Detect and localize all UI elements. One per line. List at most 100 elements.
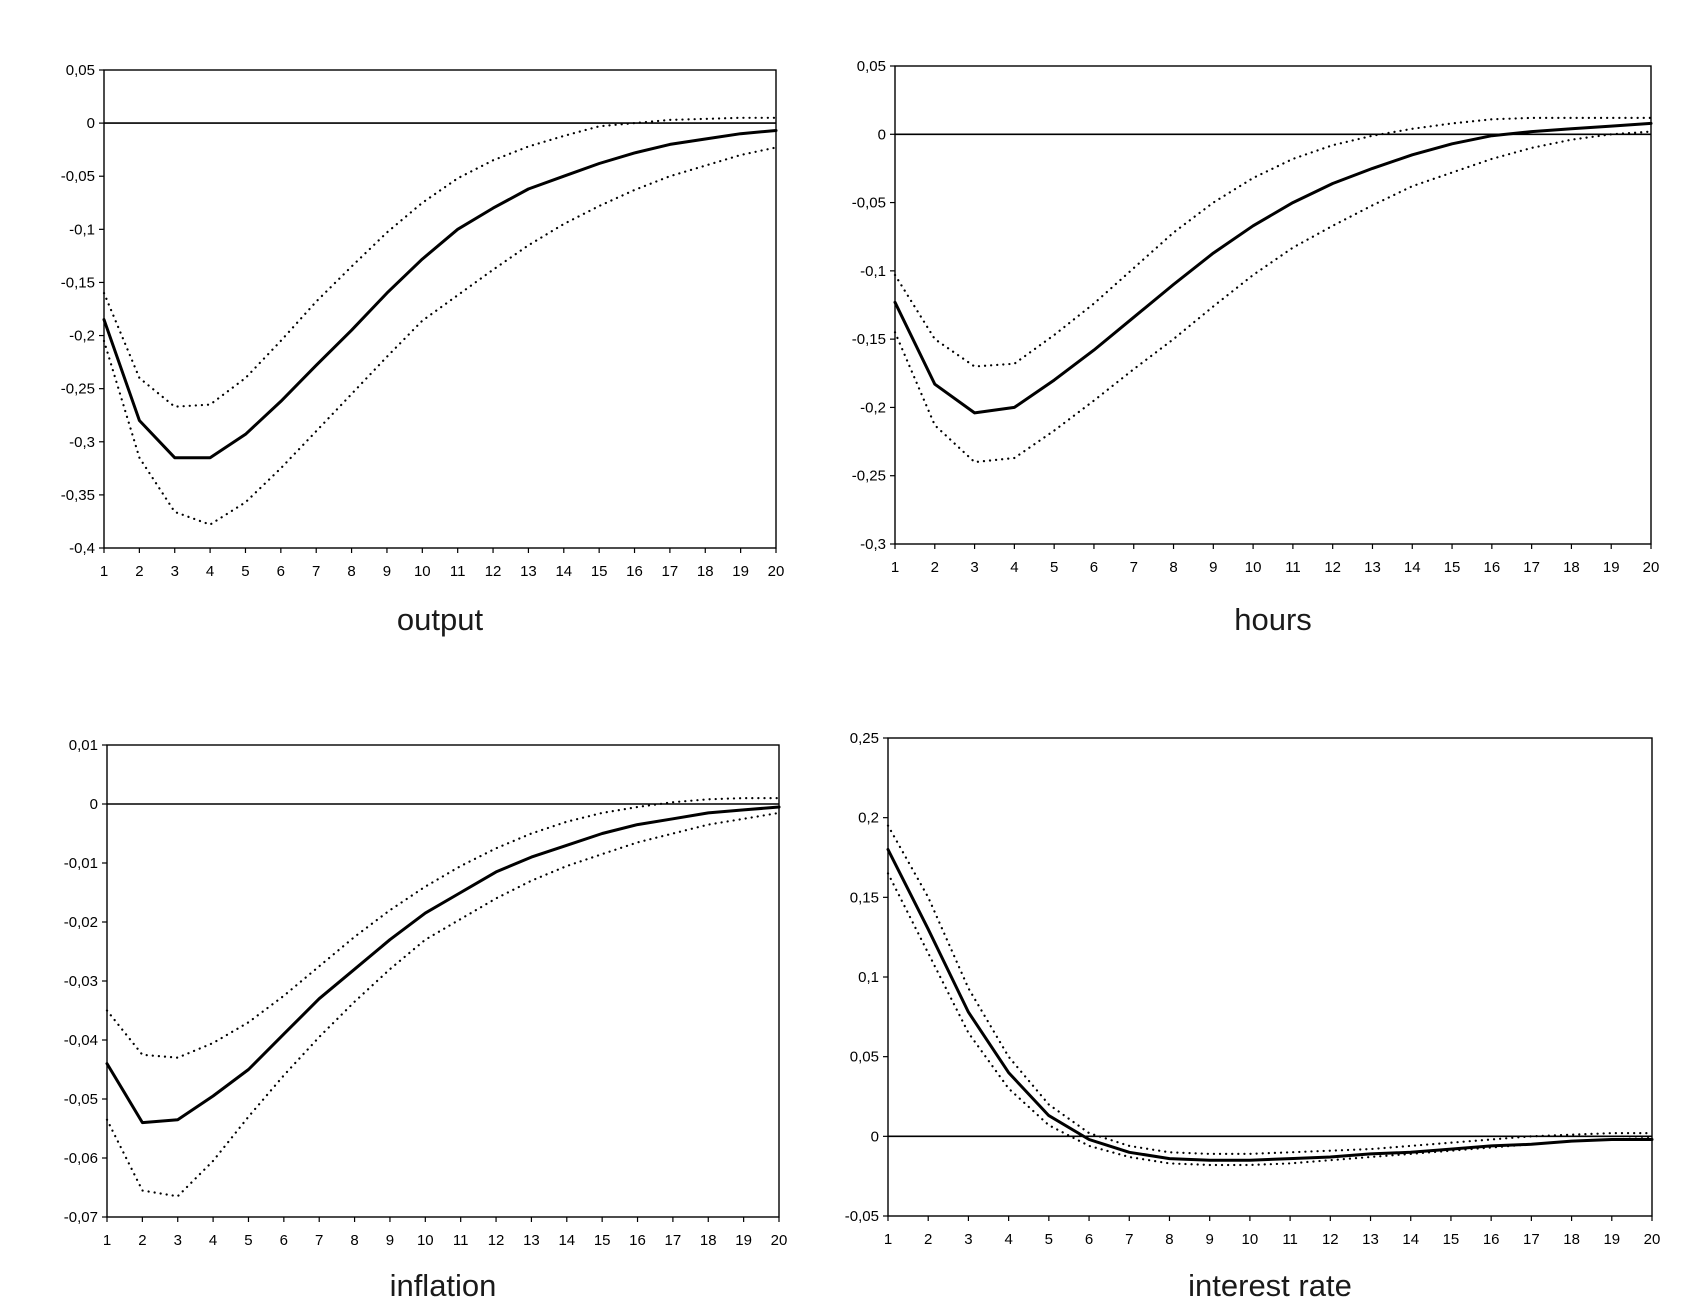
hours-x-tick-label: 3 — [970, 559, 978, 576]
interest-rate-y-tick-label: 0,15 — [850, 889, 879, 906]
output-y-tick-label: -0,25 — [61, 381, 95, 398]
inflation-x-tick-label: 1 — [103, 1232, 111, 1249]
output-x-tick-label: 12 — [485, 563, 502, 580]
output-x-tick-label: 10 — [414, 563, 431, 580]
hours-x-tick-label: 4 — [1010, 559, 1018, 576]
hours-x-tick-label: 8 — [1169, 559, 1177, 576]
output-x-tick-label: 2 — [135, 563, 143, 580]
interest-rate-y-tick-label: 0,25 — [850, 730, 879, 747]
output-y-tick-label: 0 — [87, 115, 95, 132]
output-y-tick-label: 0,05 — [66, 62, 95, 79]
output-x-tick-label: 6 — [277, 563, 285, 580]
output-x-tick-label: 7 — [312, 563, 320, 580]
inflation-y-tick-label: -0,04 — [64, 1032, 98, 1049]
interest-rate-x-tick-label: 7 — [1125, 1231, 1133, 1248]
interest-rate-y-tick-label: 0,05 — [850, 1049, 879, 1066]
output-x-tick-label: 13 — [520, 563, 537, 580]
inflation-upper-band-line — [105, 796, 781, 1059]
hours-y-tick-label: -0,15 — [852, 331, 886, 348]
hours-x-tick-label: 14 — [1404, 559, 1421, 576]
interest-rate-x-tick-label: 8 — [1165, 1231, 1173, 1248]
output-x-tick-label: 18 — [697, 563, 714, 580]
inflation-x-tick-label: 5 — [244, 1232, 252, 1249]
output-y-tick-label: -0,3 — [69, 434, 95, 451]
output-y-tick-label: -0,2 — [69, 328, 95, 345]
interest-rate-x-tick-label: 3 — [964, 1231, 972, 1248]
inflation-chart-title: inflation — [389, 1268, 497, 1303]
output-lower-band-line — [102, 146, 778, 526]
interest-rate-x-tick-label: 10 — [1242, 1231, 1259, 1248]
interest-rate-lower-band-line — [886, 872, 1654, 1167]
inflation-x-tick-label: 12 — [488, 1232, 505, 1249]
output-x-tick-label: 8 — [347, 563, 355, 580]
hours-x-tick-label: 17 — [1523, 559, 1540, 576]
output-x-tick-label: 15 — [591, 563, 608, 580]
interest-rate-x-tick-label: 4 — [1004, 1231, 1012, 1248]
output-plot-frame — [103, 69, 777, 549]
hours-y-tick-label: 0,05 — [857, 58, 886, 75]
inflation-x-tick-label: 11 — [453, 1232, 469, 1249]
inflation-x-tick-label: 13 — [523, 1232, 540, 1249]
inflation-y-tick-label: -0,05 — [64, 1091, 98, 1108]
interest-rate-upper-band-line — [886, 824, 1654, 1156]
output-y-tick-label: -0,05 — [61, 168, 95, 185]
inflation-y-tick-label: 0 — [90, 796, 98, 813]
output-x-tick-label: 16 — [626, 563, 643, 580]
output-y-tick-label: -0,4 — [69, 540, 95, 557]
interest-rate-x-tick-label: 6 — [1085, 1231, 1093, 1248]
hours-upper-band-line — [893, 116, 1653, 368]
interest-rate-x-tick-label: 11 — [1282, 1231, 1298, 1248]
hours-x-tick-label: 19 — [1603, 559, 1620, 576]
output-y-tick-label: -0,1 — [69, 221, 95, 238]
interest-rate-x-tick-label: 18 — [1563, 1231, 1580, 1248]
inflation-response-line — [105, 805, 781, 1125]
interest-rate-y-tick-label: 0 — [871, 1128, 879, 1145]
output-x-tick-label: 3 — [171, 563, 179, 580]
interest-rate-x-tick-label: 2 — [924, 1231, 932, 1248]
interest-rate-y-tick-label: 0,2 — [858, 810, 879, 827]
hours-x-tick-label: 5 — [1050, 559, 1058, 576]
hours-x-tick-label: 15 — [1444, 559, 1461, 576]
inflation-y-tick-label: -0,07 — [64, 1209, 98, 1226]
inflation-y-tick-label: -0,03 — [64, 973, 98, 990]
inflation-x-tick-label: 9 — [386, 1232, 394, 1249]
interest-rate-response-line — [886, 848, 1654, 1162]
output-response-line — [102, 129, 778, 460]
inflation-x-tick-label: 6 — [280, 1232, 288, 1249]
hours-x-tick-label: 7 — [1130, 559, 1138, 576]
output-x-tick-label: 14 — [555, 563, 572, 580]
inflation-x-tick-label: 10 — [417, 1232, 434, 1249]
inflation-x-tick-label: 7 — [315, 1232, 323, 1249]
hours-y-tick-label: -0,3 — [860, 536, 886, 553]
hours-x-tick-label: 2 — [931, 559, 939, 576]
inflation-y-tick-label: -0,02 — [64, 914, 98, 931]
hours-y-tick-label: 0 — [878, 126, 886, 143]
interest-rate-x-tick-label: 17 — [1523, 1231, 1540, 1248]
hours-y-tick-label: -0,25 — [852, 468, 886, 485]
output-y-tick-label: -0,15 — [61, 274, 95, 291]
hours-chart-title: hours — [1234, 602, 1312, 637]
interest-rate-x-tick-label: 19 — [1603, 1231, 1620, 1248]
output-y-tick-label: -0,35 — [61, 487, 95, 504]
interest-rate-x-tick-label: 16 — [1483, 1231, 1500, 1248]
inflation-x-tick-label: 20 — [771, 1232, 788, 1249]
interest-rate-y-tick-label: -0,05 — [845, 1208, 879, 1225]
hours-y-tick-label: -0,1 — [860, 263, 886, 280]
output-upper-band-line — [102, 116, 778, 408]
inflation-x-tick-label: 18 — [700, 1232, 717, 1249]
output-x-tick-label: 20 — [768, 563, 785, 580]
interest-rate-x-tick-label: 1 — [884, 1231, 892, 1248]
inflation-x-tick-label: 15 — [594, 1232, 611, 1249]
output-x-tick-label: 9 — [383, 563, 391, 580]
inflation-y-tick-label: -0,06 — [64, 1150, 98, 1167]
interest-rate-x-tick-label: 20 — [1644, 1231, 1661, 1248]
inflation-x-tick-label: 8 — [350, 1232, 358, 1249]
inflation-y-tick-label: -0,01 — [64, 855, 98, 872]
interest-rate-x-tick-label: 12 — [1322, 1231, 1339, 1248]
output-x-tick-label: 11 — [450, 563, 466, 580]
